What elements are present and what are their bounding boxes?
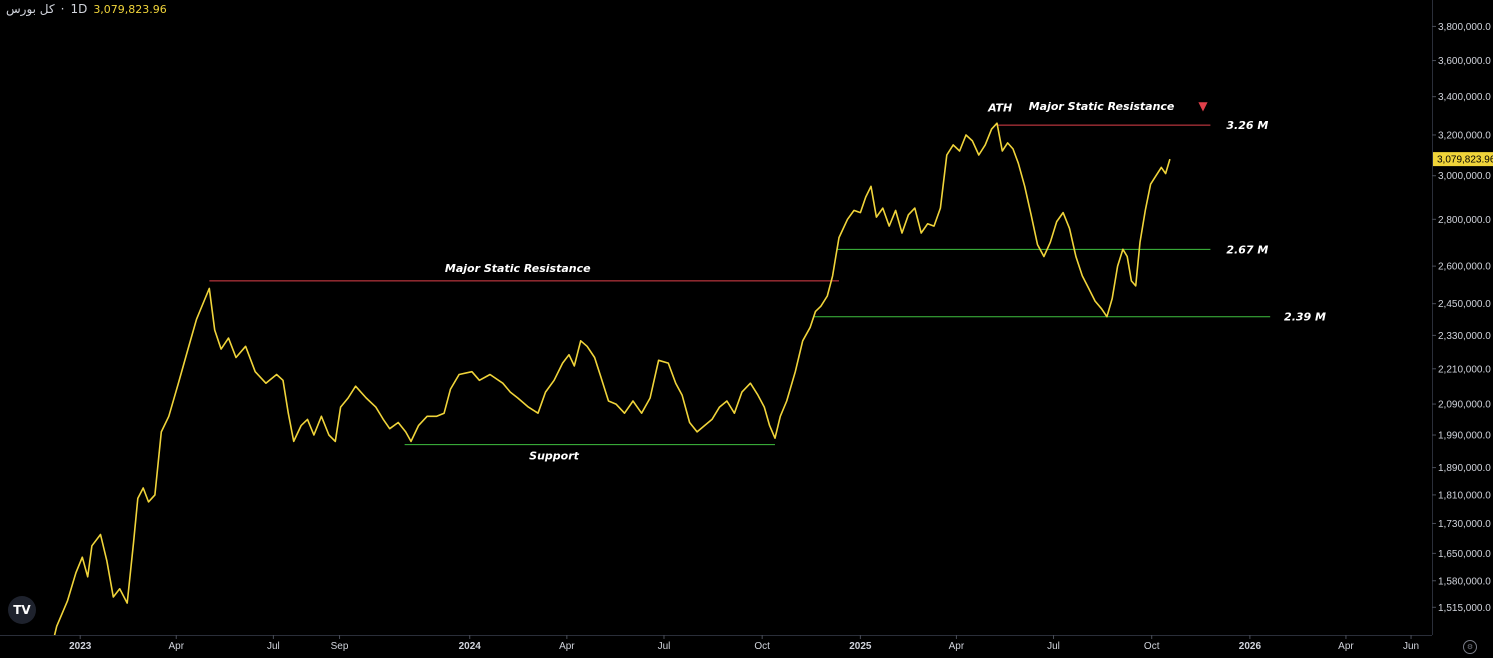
chart-header: کل بورس · 1D 3,079,823.96 bbox=[6, 2, 167, 16]
x-tick-label: Jun bbox=[1403, 641, 1419, 652]
chart-annotation: ATH bbox=[987, 102, 1012, 115]
x-tick-label: 2023 bbox=[69, 641, 92, 652]
x-tick-label: Apr bbox=[168, 641, 184, 652]
y-tick-label: 2,600,000.0 bbox=[1438, 262, 1491, 273]
support-level-label: 2.39 M bbox=[1284, 311, 1326, 324]
y-tick-label: 1,810,000.0 bbox=[1438, 490, 1491, 501]
y-tick-label: 1,730,000.0 bbox=[1438, 519, 1491, 530]
x-tick-label: Jul bbox=[267, 641, 280, 652]
x-tick-label: Apr bbox=[1338, 641, 1354, 652]
resistance-level-label: Major Static Resistance bbox=[445, 262, 591, 275]
resistance-level-label: 3.26 M bbox=[1226, 119, 1268, 132]
y-tick-label: 3,400,000.0 bbox=[1438, 92, 1491, 103]
price-series-line[interactable] bbox=[47, 122, 1171, 658]
tradingview-logo-icon[interactable]: TV bbox=[8, 596, 36, 624]
y-tick-label: 2,090,000.0 bbox=[1438, 400, 1491, 411]
y-tick-label: 1,580,000.0 bbox=[1438, 576, 1491, 587]
y-tick-label: 1,990,000.0 bbox=[1438, 431, 1491, 442]
header-separator: · bbox=[60, 2, 65, 16]
y-tick-label: 3,600,000.0 bbox=[1438, 56, 1491, 67]
y-tick-label: 3,000,000.0 bbox=[1438, 171, 1491, 182]
x-tick-label: 2026 bbox=[1239, 641, 1262, 652]
x-tick-label: Apr bbox=[949, 641, 965, 652]
support-level-label: 2.67 M bbox=[1226, 243, 1268, 256]
y-tick-label: 3,800,000.0 bbox=[1438, 22, 1491, 33]
gear-icon[interactable]: ⚙ bbox=[1463, 640, 1477, 654]
x-tick-label: Oct bbox=[754, 641, 770, 652]
chart-annotation: Major Static Resistance bbox=[1029, 100, 1175, 113]
x-tick-label: Jul bbox=[1047, 641, 1060, 652]
last-price-tag-label: 3,079,823.96 bbox=[1437, 155, 1493, 166]
x-tick-label: Jul bbox=[658, 641, 671, 652]
y-tick-label: 1,650,000.0 bbox=[1438, 549, 1491, 560]
x-tick-label: Oct bbox=[1144, 641, 1160, 652]
last-price-tag bbox=[1433, 152, 1493, 167]
y-tick-label: 1,515,000.0 bbox=[1438, 603, 1491, 614]
y-tick-label: 2,210,000.0 bbox=[1438, 364, 1491, 375]
x-tick-label: Apr bbox=[559, 641, 575, 652]
x-tick-label: 2025 bbox=[849, 641, 872, 652]
x-tick-label: Sep bbox=[331, 641, 349, 652]
alert-triangle-icon: ▼ bbox=[1198, 99, 1208, 113]
x-tick-label: 2024 bbox=[459, 641, 482, 652]
y-tick-label: 2,330,000.0 bbox=[1438, 331, 1491, 342]
last-price: 3,079,823.96 bbox=[93, 3, 167, 16]
y-tick-label: 1,890,000.0 bbox=[1438, 463, 1491, 474]
y-tick-label: 2,450,000.0 bbox=[1438, 299, 1491, 310]
support-level-label: Support bbox=[529, 450, 579, 463]
y-tick-label: 2,800,000.0 bbox=[1438, 215, 1491, 226]
symbol-name[interactable]: کل بورس bbox=[6, 2, 55, 16]
y-tick-label: 3,200,000.0 bbox=[1438, 130, 1491, 141]
interval-label[interactable]: 1D bbox=[70, 2, 88, 16]
